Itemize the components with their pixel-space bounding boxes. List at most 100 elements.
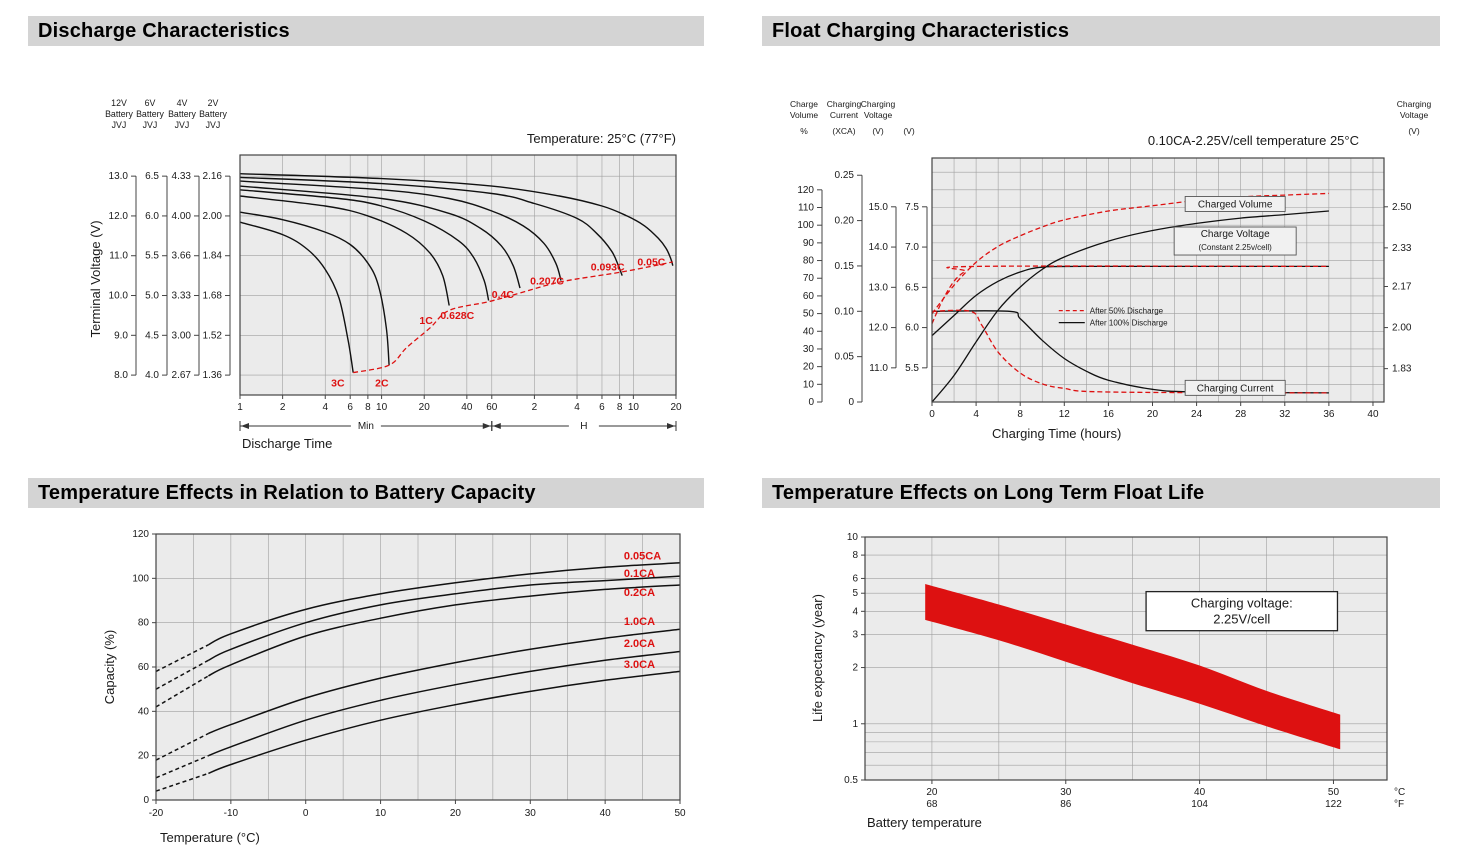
section-header-discharge: Discharge Characteristics	[28, 16, 704, 46]
section-header-float-life: Temperature Effects on Long Term Float L…	[762, 478, 1440, 508]
svg-text:1: 1	[237, 402, 243, 413]
rate-label: 0.05CA	[624, 550, 661, 562]
y-axis-label: Capacity (%)	[102, 630, 117, 704]
curve-2C	[239, 211, 390, 366]
rate-label: 0.05C	[637, 257, 665, 269]
svg-text:0.5: 0.5	[844, 775, 858, 786]
svg-text:4: 4	[973, 409, 979, 420]
plot-area	[932, 158, 1384, 402]
svg-text:0.10: 0.10	[835, 306, 855, 317]
svg-text:0.20: 0.20	[835, 216, 855, 227]
svg-text:6.5: 6.5	[145, 171, 159, 182]
svg-text:70: 70	[803, 273, 815, 284]
x-axis-label: Discharge Time	[242, 436, 332, 451]
svg-text:6: 6	[347, 402, 353, 413]
plot-border	[931, 157, 1385, 403]
plot-border	[239, 154, 677, 396]
rate-label: 0.4C	[492, 289, 515, 301]
label-box	[1184, 379, 1286, 396]
svg-text:%: %	[800, 126, 808, 136]
svg-text:50: 50	[1328, 787, 1340, 798]
svg-text:20: 20	[803, 362, 815, 373]
svg-text:1.84: 1.84	[203, 251, 223, 262]
charged-volume-100	[931, 210, 1329, 403]
cutoff-voltage-curve	[353, 261, 673, 374]
svg-text:3.33: 3.33	[172, 291, 192, 302]
svg-text:30: 30	[525, 808, 537, 819]
curve-0.1CA	[208, 575, 681, 661]
svg-text:Battery: Battery	[105, 109, 133, 119]
svg-text:4: 4	[852, 606, 858, 617]
svg-text:2.16: 2.16	[203, 171, 223, 182]
svg-text:Current: Current	[830, 110, 859, 120]
svg-text:2.50: 2.50	[1392, 202, 1412, 213]
y-axis-label: Terminal Voltage (V)	[88, 220, 103, 337]
svg-text:10: 10	[376, 402, 388, 413]
panel-discharge-characteristics: Discharge Characteristics 3C 2C 1C 0.628C 0.…	[28, 16, 704, 452]
curve-0.093C	[239, 176, 623, 276]
svg-text:120: 120	[797, 185, 814, 196]
svg-text:6.0: 6.0	[145, 211, 159, 222]
svg-text:JVJ: JVJ	[112, 120, 127, 130]
svg-text:100: 100	[132, 573, 149, 584]
rate-label: 2C	[375, 377, 389, 389]
svg-text:3.00: 3.00	[172, 330, 192, 341]
svg-text:Voltage: Voltage	[1400, 110, 1429, 120]
svg-text:13.0: 13.0	[109, 171, 129, 182]
svg-text:16: 16	[1103, 409, 1115, 420]
svg-text:1.36: 1.36	[203, 370, 223, 381]
curve-dash-3.0CA	[155, 772, 209, 792]
svg-text:6: 6	[852, 573, 858, 584]
curve-dash-0.2CA	[155, 675, 209, 708]
svg-text:4.5: 4.5	[145, 330, 159, 341]
svg-text:H: H	[580, 421, 587, 432]
svg-text:36: 36	[1323, 409, 1335, 420]
svg-text:4.0: 4.0	[145, 370, 159, 381]
svg-text:20: 20	[419, 402, 431, 413]
curve-3C	[239, 221, 354, 373]
svg-text:2V: 2V	[208, 98, 219, 108]
x-axis-label: Temperature (°C)	[160, 830, 260, 845]
svg-text:(V): (V)	[903, 126, 915, 136]
svg-text:9.0: 9.0	[114, 330, 128, 341]
rate-label: 0.2CA	[624, 587, 655, 599]
curve-0.05C	[239, 173, 674, 266]
inner-sublabel: (Constant 2.25v/cell)	[1198, 243, 1272, 252]
svg-text:°F: °F	[1394, 799, 1404, 810]
svg-text:8: 8	[1017, 409, 1023, 420]
curve-0.2CA	[208, 584, 681, 677]
svg-text:1.83: 1.83	[1392, 364, 1412, 375]
rate-label: 1C	[419, 315, 433, 327]
svg-text:80: 80	[138, 618, 150, 629]
svg-text:20: 20	[450, 808, 462, 819]
svg-text:2: 2	[532, 402, 538, 413]
svg-text:8: 8	[617, 402, 623, 413]
float-charging-chart-svg: Charged Volume Charge Voltage (Constant 2.…	[790, 99, 1432, 441]
svg-text:JVJ: JVJ	[143, 120, 158, 130]
svg-text:11.0: 11.0	[109, 251, 128, 262]
svg-text:4.00: 4.00	[172, 211, 192, 222]
x-axis-label: Battery temperature	[867, 815, 982, 830]
panel-float-life: Temperature Effects on Long Term Float L…	[762, 478, 1440, 852]
svg-text:0: 0	[848, 397, 854, 408]
svg-text:JVJ: JVJ	[175, 120, 190, 130]
svg-text:8: 8	[365, 402, 371, 413]
rate-label: 2.0CA	[624, 638, 655, 650]
svg-text:2.00: 2.00	[203, 211, 223, 222]
svg-text:2.17: 2.17	[1392, 282, 1412, 293]
svg-text:4: 4	[322, 402, 328, 413]
curve-0.4C	[239, 185, 521, 289]
svg-text:100: 100	[797, 220, 814, 231]
svg-text:10: 10	[847, 532, 859, 543]
svg-text:8: 8	[852, 550, 858, 561]
panel-capacity-temperature: Temperature Effects in Relation to Batte…	[28, 478, 704, 852]
svg-text:0.25: 0.25	[835, 170, 855, 181]
annotation-box	[1145, 590, 1339, 632]
svg-text:8.0: 8.0	[114, 370, 128, 381]
svg-text:50: 50	[674, 808, 686, 819]
svg-text:JVJ: JVJ	[206, 120, 221, 130]
curve-1C	[239, 195, 450, 306]
y-axis-label: Life expectancy (year)	[810, 594, 825, 722]
svg-text:4: 4	[574, 402, 580, 413]
section-title-float-charging: Float Charging Characteristics	[772, 19, 1070, 42]
